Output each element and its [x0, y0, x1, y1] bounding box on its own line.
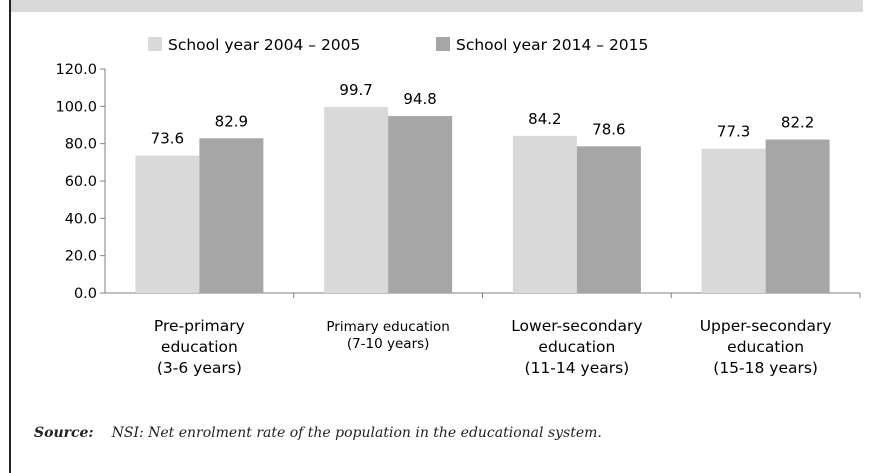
x-tick-label: education [161, 338, 238, 356]
source-note: Source: NSI: Net enrolment rate of the po… [34, 425, 602, 441]
bar [135, 155, 200, 293]
bar [324, 106, 389, 293]
y-tick-label: 20.0 [65, 249, 97, 265]
data-label: 73.6 [151, 130, 184, 148]
source-text: NSI: Net enrolment rate of the populatio… [111, 425, 602, 441]
y-tick-label: 100.0 [55, 99, 97, 115]
legend-label: School year 2004 – 2005 [168, 36, 360, 54]
x-tick-label: Upper-secondary [700, 317, 832, 335]
x-tick-label: education [727, 338, 804, 356]
bar [701, 148, 766, 293]
bar [199, 138, 264, 293]
data-label: 82.9 [215, 112, 248, 130]
x-tick-label: (11-14 years) [525, 359, 630, 377]
left-rule [9, 0, 11, 473]
data-label: 99.7 [339, 81, 372, 99]
y-tick-label: 60.0 [65, 174, 97, 190]
data-label: 82.2 [781, 114, 814, 132]
data-label: 94.8 [403, 90, 436, 108]
y-tick-label: 120.0 [55, 62, 97, 78]
data-label: 84.2 [528, 110, 561, 128]
data-label: 78.6 [592, 120, 625, 138]
y-tick-label: 40.0 [65, 211, 97, 227]
x-tick-label: (7-10 years) [347, 336, 430, 352]
bar-chart: 0.0 20.0 40.0 60.0 80.0 100.0 120.0 73.6 82.9 Pre… [55, 36, 861, 377]
source-label: Source: [34, 425, 94, 441]
x-tick-label: education [538, 338, 615, 356]
x-tick-label: Primary education [326, 319, 449, 335]
x-tick-label: Pre-primary [154, 317, 245, 335]
legend-swatch [148, 37, 162, 51]
bar [388, 116, 453, 293]
y-tick-label: 80.0 [65, 137, 97, 153]
bar [765, 139, 830, 293]
x-tick-label: Lower-secondary [511, 317, 642, 335]
legend-swatch [436, 37, 450, 51]
legend-label: School year 2014 – 2015 [456, 36, 648, 54]
data-label: 77.3 [717, 123, 750, 141]
top-band [9, 0, 863, 12]
bar [512, 135, 577, 293]
x-tick-label: (3-6 years) [157, 359, 242, 377]
x-tick-label: (15-18 years) [713, 359, 818, 377]
y-tick-label: 0.0 [74, 286, 97, 302]
bar [576, 146, 641, 293]
